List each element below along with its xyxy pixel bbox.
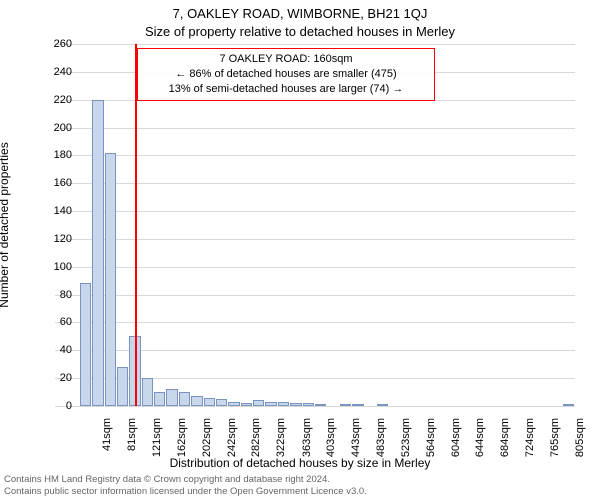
y-tick-label: 180 [32,149,72,161]
chart-subtitle: Size of property relative to detached ho… [0,24,600,39]
gridline-h [55,267,575,268]
histogram-bar [216,399,227,406]
y-tick-label: 100 [32,261,72,273]
gridline-h [55,183,575,184]
y-tick-label: 240 [32,66,72,78]
histogram-bar [303,403,314,406]
histogram-bar [290,403,301,406]
histogram-bar [241,403,252,406]
callout-line: 13% of semi-detached houses are larger (… [146,82,426,97]
gridline-h [55,128,575,129]
histogram-bar [204,398,215,406]
y-tick-label: 220 [32,94,72,106]
x-tick-label: 81sqm [126,418,138,468]
gridline-h [55,211,575,212]
x-tick-label: 523sqm [400,418,412,468]
x-tick-label: 805sqm [574,418,586,468]
callout-line: 7 OAKLEY ROAD: 160sqm [146,52,426,67]
histogram-bar [563,404,574,406]
x-tick-label: 644sqm [474,418,486,468]
callout-line: ← 86% of detached houses are smaller (47… [146,67,426,82]
y-tick-label: 20 [32,372,72,384]
x-tick-label: 765sqm [549,418,561,468]
x-tick-label: 41sqm [101,418,113,468]
histogram-bar [191,396,202,406]
x-tick-label: 162sqm [176,418,188,468]
histogram-bar [166,389,177,406]
x-tick-label: 363sqm [301,418,313,468]
callout-box: 7 OAKLEY ROAD: 160sqm← 86% of detached h… [137,48,435,101]
histogram-bar [142,378,153,406]
x-tick-label: 322sqm [275,418,287,468]
x-tick-label: 483sqm [375,418,387,468]
histogram-bar [278,402,289,406]
histogram-bar [340,404,351,406]
y-tick-label: 160 [32,177,72,189]
attribution-line-2: Contains public sector information licen… [4,486,367,498]
y-tick-label: 60 [32,316,72,328]
gridline-h [55,155,575,156]
histogram-bar [228,402,239,406]
x-tick-label: 604sqm [450,418,462,468]
x-tick-label: 121sqm [151,418,163,468]
gridline-h [55,322,575,323]
histogram-bar [265,402,276,406]
histogram-bar [253,400,264,406]
histogram-bar [105,153,116,406]
histogram-bar [315,404,326,406]
gridline-h [55,406,575,407]
page-title: 7, OAKLEY ROAD, WIMBORNE, BH21 1QJ [0,6,600,21]
x-tick-label: 564sqm [425,418,437,468]
x-tick-label: 443sqm [350,418,362,468]
y-tick-label: 260 [32,38,72,50]
histogram-bar [92,100,103,406]
x-tick-label: 724sqm [524,418,536,468]
histogram-bar [154,392,165,406]
gridline-h [55,295,575,296]
y-tick-label: 200 [32,122,72,134]
histogram-plot: 7 OAKLEY ROAD: 160sqm← 86% of detached h… [55,44,575,406]
histogram-bar [117,367,128,406]
histogram-bar [352,404,363,406]
x-tick-label: 282sqm [250,418,262,468]
x-tick-label: 202sqm [201,418,213,468]
histogram-bar [80,283,91,406]
gridline-h [55,239,575,240]
y-axis-label: Number of detached properties [0,142,11,307]
y-tick-label: 40 [32,344,72,356]
x-tick-label: 684sqm [499,418,511,468]
y-tick-label: 80 [32,289,72,301]
gridline-h [55,44,575,45]
histogram-bar [179,392,190,406]
histogram-bar [377,404,388,406]
x-tick-label: 403sqm [325,418,337,468]
y-tick-label: 140 [32,205,72,217]
attribution-line-1: Contains HM Land Registry data © Crown c… [4,474,330,486]
y-tick-label: 0 [32,400,72,412]
x-tick-label: 242sqm [226,418,238,468]
y-tick-label: 120 [32,233,72,245]
